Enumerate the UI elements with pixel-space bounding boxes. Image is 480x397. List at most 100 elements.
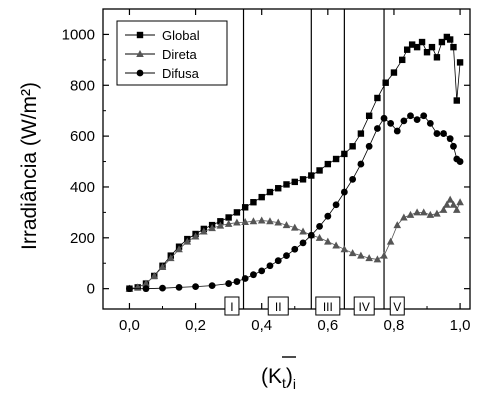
region-label-box — [267, 296, 289, 316]
data-point — [266, 217, 274, 225]
data-point — [332, 241, 340, 249]
y-tick-label: 600 — [70, 128, 95, 145]
x-tick-label: 0,2 — [185, 317, 206, 334]
data-point — [175, 245, 183, 253]
data-point — [393, 127, 401, 135]
data-point — [380, 114, 388, 122]
data-point — [216, 221, 225, 229]
data-point — [332, 201, 340, 209]
data-point — [290, 223, 299, 231]
data-point — [456, 198, 464, 206]
data-point — [382, 79, 389, 86]
data-point — [299, 176, 307, 183]
legend-label: Global — [162, 28, 200, 43]
x-tick-label: 1,0 — [450, 317, 471, 334]
x-tick-label: 0,8 — [384, 317, 405, 334]
data-point — [443, 33, 451, 41]
data-point — [266, 262, 274, 270]
data-point — [142, 279, 150, 287]
data-point — [452, 205, 461, 213]
data-point — [250, 271, 257, 279]
data-point — [258, 267, 266, 275]
data-point — [450, 142, 457, 150]
y-tick-label: 0 — [87, 281, 95, 298]
data-point — [340, 188, 348, 196]
data-point — [408, 41, 416, 48]
series-direta — [125, 195, 464, 292]
data-point — [438, 38, 446, 46]
data-point — [241, 218, 249, 226]
data-point — [433, 209, 441, 217]
x-axis-title-main: (K — [261, 365, 282, 388]
legend-label: Difusa — [162, 66, 200, 81]
data-point — [316, 167, 323, 174]
data-point — [340, 245, 349, 253]
series-difusa — [126, 112, 464, 293]
data-point — [413, 208, 421, 216]
data-point — [387, 120, 395, 127]
region-label-iv: IV — [353, 296, 375, 316]
data-point — [426, 120, 434, 127]
data-point — [307, 231, 315, 239]
data-point — [332, 155, 340, 163]
region-label-text: I — [230, 300, 233, 314]
legend-marker — [136, 69, 144, 77]
svg-text:(Kt)i: (Kt)i — [261, 365, 296, 392]
data-point — [453, 97, 460, 104]
data-point — [217, 218, 224, 225]
data-point — [183, 237, 192, 245]
x-axis-title-sub-t: t — [282, 375, 286, 391]
data-point — [275, 185, 282, 192]
data-point — [420, 112, 428, 120]
data-point — [241, 204, 249, 211]
region-label-text: III — [323, 300, 333, 314]
data-point — [158, 263, 167, 271]
data-point — [349, 175, 357, 183]
data-point — [406, 210, 415, 218]
data-point — [439, 205, 448, 213]
data-point — [374, 94, 381, 102]
data-point — [250, 199, 257, 206]
x-tick-label: 0,0 — [119, 317, 140, 334]
x-axis-title-close: ) — [286, 365, 293, 388]
data-point — [450, 43, 457, 51]
data-point — [403, 46, 411, 53]
data-point — [413, 116, 421, 123]
data-point — [386, 237, 395, 245]
data-point — [440, 130, 447, 137]
data-point — [433, 130, 441, 137]
x-tick-label: 0,6 — [317, 317, 338, 334]
data-point — [175, 283, 183, 291]
data-point — [299, 227, 307, 235]
data-point — [413, 43, 421, 51]
data-point — [449, 200, 458, 208]
data-point — [258, 193, 265, 201]
data-point — [423, 49, 431, 56]
x-axis-title-sub-i: i — [293, 376, 296, 392]
data-point — [208, 282, 216, 290]
region-dividers — [242, 9, 385, 309]
data-point — [274, 218, 283, 226]
y-tick-label: 1000 — [62, 26, 95, 43]
data-point — [192, 283, 199, 291]
data-point — [407, 112, 414, 120]
data-point — [357, 251, 365, 259]
data-point — [257, 216, 266, 224]
data-point — [374, 125, 381, 132]
data-point — [380, 251, 388, 259]
data-point — [233, 209, 241, 216]
data-point — [299, 239, 307, 247]
legend-marker — [136, 50, 144, 57]
data-point — [399, 56, 406, 64]
data-point — [348, 249, 357, 257]
region-label-text: V — [393, 300, 401, 314]
data-point — [191, 232, 200, 240]
x-tick-label: 0,4 — [251, 317, 272, 334]
data-point — [446, 195, 454, 203]
data-point — [324, 160, 332, 168]
data-point — [291, 245, 299, 253]
region-label-text: IV — [359, 300, 370, 314]
data-point — [308, 172, 315, 179]
legend-label: Direta — [162, 47, 197, 62]
